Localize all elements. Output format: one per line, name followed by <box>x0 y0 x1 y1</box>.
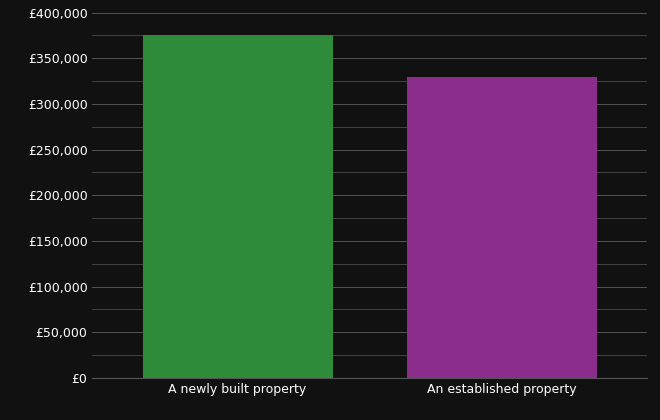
Bar <box>143 35 333 378</box>
Bar <box>407 76 597 378</box>
